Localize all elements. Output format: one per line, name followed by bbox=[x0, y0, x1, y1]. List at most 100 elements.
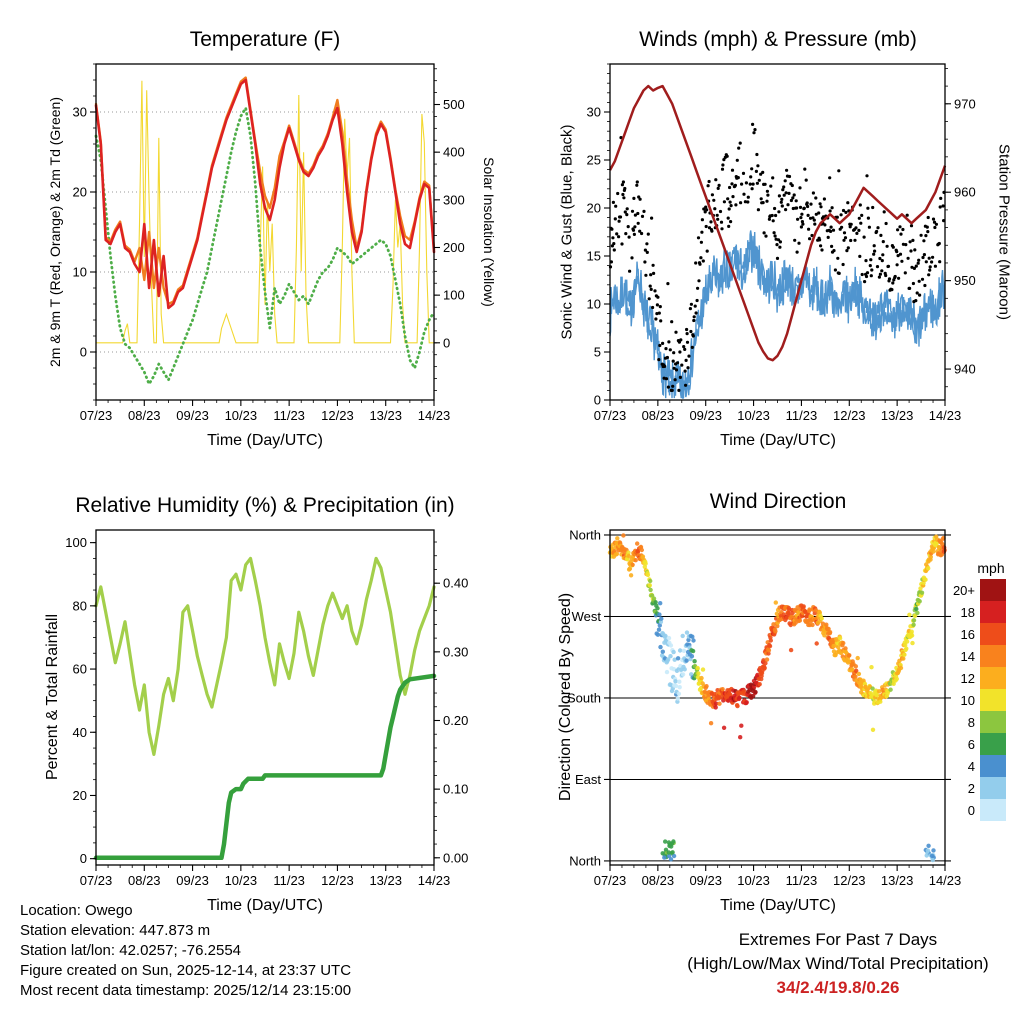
station-info: Location: Owego Station elevation: 447.8… bbox=[20, 901, 351, 1001]
y-tick-label: 0.30 bbox=[443, 644, 468, 659]
x-tick-label: 10/23 bbox=[225, 873, 258, 888]
legend-swatch bbox=[980, 645, 1006, 667]
y-tick-label: 0 bbox=[80, 851, 87, 866]
dewpoint-2m-line bbox=[94, 106, 436, 386]
y-tick-label: 5 bbox=[594, 345, 601, 360]
legend-label: 8 bbox=[967, 714, 975, 730]
legend-label: 0 bbox=[967, 802, 975, 818]
station-location: Location: Owego bbox=[20, 902, 133, 919]
axes-chart2 bbox=[90, 529, 440, 871]
x-tick-label: 08/23 bbox=[128, 873, 161, 888]
x-tick-label: 12/23 bbox=[833, 873, 866, 888]
y-tick-label: 300 bbox=[443, 192, 465, 207]
legend-label: 2 bbox=[967, 780, 975, 796]
relative-humidity-line bbox=[94, 556, 436, 756]
x-tick-label: 07/23 bbox=[594, 408, 627, 423]
legend-label: 20+ bbox=[952, 582, 975, 598]
legend-swatch bbox=[980, 777, 1006, 799]
x-tick-label: 14/23 bbox=[929, 408, 962, 423]
xlabel-direction: Time (Day/UTC) bbox=[720, 897, 836, 914]
y-tick-label: 500 bbox=[443, 97, 465, 112]
legend-row: 2 bbox=[950, 777, 1006, 799]
y-tick-label: North bbox=[569, 853, 601, 868]
y-tick-label: West bbox=[572, 609, 602, 624]
legend-swatch bbox=[980, 799, 1006, 821]
legend-swatch bbox=[980, 601, 1006, 623]
y-tick-label: 0 bbox=[443, 335, 450, 350]
xlabel-temperature: Time (Day/UTC) bbox=[207, 432, 323, 449]
y-tick-label: 0 bbox=[594, 393, 601, 408]
chart-title-wind-direction: Wind Direction bbox=[709, 490, 847, 513]
y-tick-label: 30 bbox=[587, 105, 601, 120]
station-elevation: Station elevation: 447.873 m bbox=[20, 922, 211, 939]
legend-row: 10 bbox=[950, 689, 1006, 711]
extremes-subtitle: (High/Low/Max Wind/Total Precipitation) bbox=[687, 954, 989, 973]
legend-row: 12 bbox=[950, 667, 1006, 689]
data-timestamp: Most recent data timestamp: 2025/12/14 2… bbox=[20, 982, 352, 999]
x-tick-label: 07/23 bbox=[594, 873, 627, 888]
extremes-title: Extremes For Past 7 Days bbox=[738, 930, 938, 949]
x-tick-label: 09/23 bbox=[689, 408, 722, 423]
xlabel-winds: Time (Day/UTC) bbox=[720, 432, 836, 449]
legend-row: 18 bbox=[950, 601, 1006, 623]
x-tick-label: 07/23 bbox=[80, 408, 113, 423]
ylabel-pressure-right: Station Pressure (Maroon) bbox=[995, 144, 1013, 320]
legend-swatch bbox=[980, 755, 1006, 777]
y-tick-label: 950 bbox=[954, 273, 976, 288]
axes-chart3 bbox=[604, 529, 951, 871]
y-tick-label: 200 bbox=[443, 240, 465, 255]
y-tick-label: 15 bbox=[587, 249, 601, 264]
y-tick-label: 400 bbox=[443, 145, 465, 160]
legend-swatch bbox=[980, 733, 1006, 755]
gridlines-chart0 bbox=[96, 111, 434, 353]
y-tick-label: 25 bbox=[587, 153, 601, 168]
x-tick-label: 11/23 bbox=[786, 873, 818, 888]
legend-label: 14 bbox=[960, 648, 975, 664]
x-tick-label: 14/23 bbox=[929, 873, 962, 888]
x-tick-label: 12/23 bbox=[833, 408, 866, 423]
legend-label: 10 bbox=[960, 692, 975, 708]
x-tick-label: 11/23 bbox=[786, 408, 818, 423]
axes-chart0 bbox=[90, 63, 440, 406]
x-tick-label: 10/23 bbox=[737, 873, 770, 888]
legend-row: 6 bbox=[950, 733, 1006, 755]
wind-direction-scatter bbox=[607, 533, 947, 863]
y-tick-label: 20 bbox=[73, 788, 87, 803]
y-tick-label: 0.40 bbox=[443, 576, 468, 591]
solar-insolation-line bbox=[96, 80, 434, 344]
legend-swatch bbox=[980, 667, 1006, 689]
x-tick-label: 12/23 bbox=[321, 408, 354, 423]
ylabel-direction-left: Direction (Colored By Speed) bbox=[557, 592, 574, 802]
wind-speed-legend: mph 20+ 18 16 14 12 10 8 6 4 2 0 bbox=[950, 560, 1006, 821]
x-tick-label: 13/23 bbox=[369, 873, 402, 888]
x-tick-label: 13/23 bbox=[881, 408, 914, 423]
station-pressure-line bbox=[608, 84, 947, 362]
chart-title-temperature: Temperature (F) bbox=[189, 28, 341, 51]
legend-row: 14 bbox=[950, 645, 1006, 667]
station-latlon: Station lat/lon: 42.0257; -76.2554 bbox=[20, 942, 242, 959]
ylabel-solar-right: Solar Insolation (Yellow) bbox=[481, 157, 497, 307]
legend-label: 6 bbox=[967, 736, 975, 752]
gridlines-chart3 bbox=[610, 534, 945, 862]
axes-chart1 bbox=[604, 63, 951, 406]
legend-row: 20+ bbox=[950, 579, 1006, 601]
x-tick-label: 13/23 bbox=[881, 873, 914, 888]
legend-row: 8 bbox=[950, 711, 1006, 733]
legend-label: 12 bbox=[960, 670, 975, 686]
extremes-values: 34/2.4/19.8/0.26 bbox=[776, 978, 900, 997]
legend-swatch bbox=[980, 711, 1006, 733]
ylabel-temperature-left: 2m & 9m T (Red, Orange) & 2m Td (Green) bbox=[47, 97, 63, 367]
y-tick-label: North bbox=[569, 527, 601, 542]
x-tick-label: 11/23 bbox=[273, 408, 305, 423]
y-tick-label: 20 bbox=[587, 201, 601, 216]
y-tick-label: 30 bbox=[73, 105, 87, 120]
legend-label: 4 bbox=[967, 758, 975, 774]
x-tick-label: 14/23 bbox=[418, 873, 451, 888]
y-tick-label: 0.20 bbox=[443, 713, 468, 728]
y-tick-label: 0.10 bbox=[443, 782, 468, 797]
legend-swatch bbox=[980, 579, 1006, 601]
y-tick-label: 970 bbox=[954, 96, 976, 111]
y-tick-label: 40 bbox=[73, 725, 87, 740]
temp-2m-line bbox=[94, 78, 436, 310]
